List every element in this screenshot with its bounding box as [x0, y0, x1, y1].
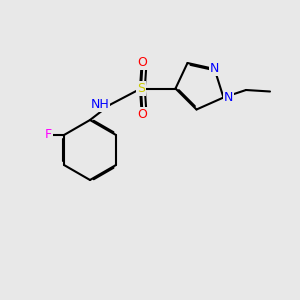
Text: N: N — [224, 91, 233, 104]
Text: N: N — [210, 62, 219, 76]
Text: F: F — [45, 128, 52, 142]
Text: O: O — [138, 107, 147, 121]
Text: O: O — [138, 56, 147, 70]
Text: S: S — [137, 82, 145, 95]
Text: NH: NH — [91, 98, 110, 112]
